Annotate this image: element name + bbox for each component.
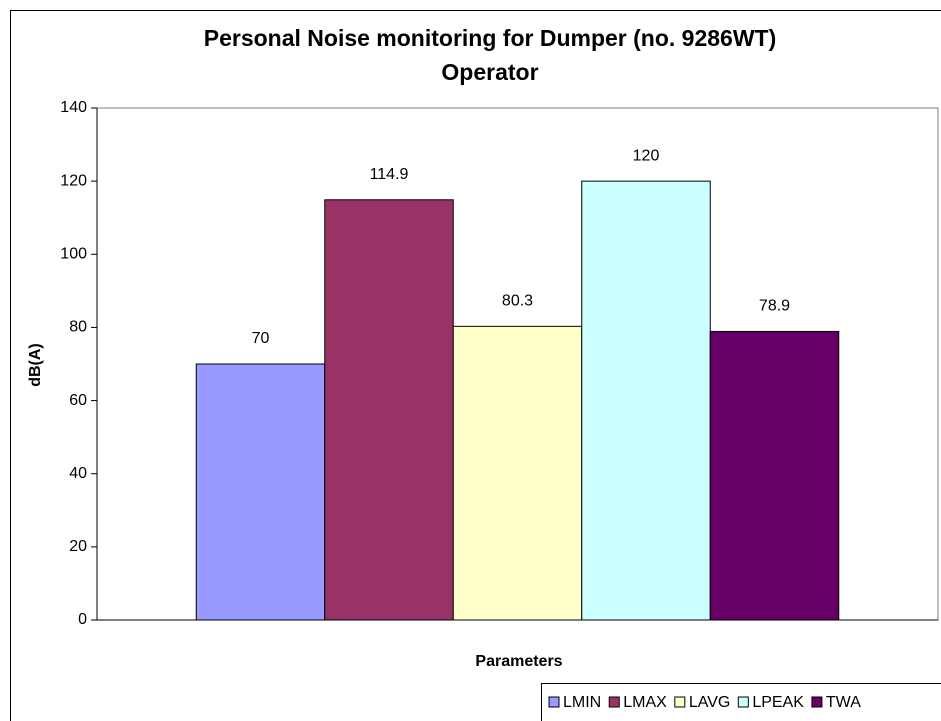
chart-title: Operator: [441, 59, 538, 85]
bar: [452, 325, 583, 621]
legend-swatch: [737, 696, 749, 708]
x-axis-title: Parameters: [475, 653, 562, 670]
data-label: 70: [252, 330, 270, 347]
chart-title: Personal Noise monitoring for Dumper (no…: [204, 25, 777, 51]
legend-swatch: [674, 696, 686, 708]
legend-label: TWA: [826, 694, 861, 711]
legend-swatch: [548, 696, 560, 708]
y-tick-label: 80: [69, 319, 87, 336]
data-label: 78.9: [759, 298, 790, 315]
legend-label: LPEAK: [752, 694, 804, 711]
y-tick-label: 120: [60, 172, 87, 189]
y-tick-label: 60: [69, 392, 87, 409]
y-tick-label: 0: [78, 611, 87, 628]
y-tick-label: 40: [69, 465, 87, 482]
bar: [195, 363, 326, 621]
data-label: 80.3: [502, 293, 533, 310]
legend-swatch: [811, 696, 823, 708]
y-tick-label: 20: [69, 538, 87, 555]
legend-label: LMIN: [563, 694, 601, 711]
bar: [324, 199, 454, 621]
y-axis-title: dB(A): [27, 343, 44, 387]
legend-label: LAVG: [689, 694, 731, 711]
data-label: 120: [633, 147, 660, 164]
y-tick-label: 140: [60, 99, 87, 116]
legend-swatch: [608, 696, 620, 708]
bar: [581, 180, 711, 621]
bar: [709, 330, 840, 621]
y-tick-label: 100: [60, 246, 87, 263]
legend-label: LMAX: [623, 694, 667, 711]
data-label: 114.9: [370, 166, 409, 183]
